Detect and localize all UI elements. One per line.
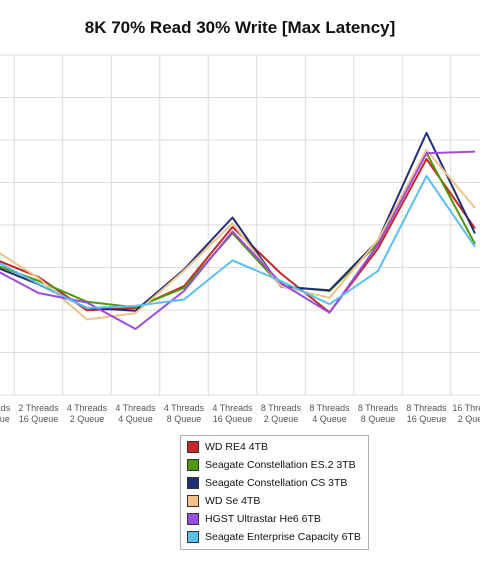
legend-swatch xyxy=(187,459,199,471)
x-tick-label: 4 Threads 16 Queue xyxy=(212,403,253,424)
legend-item: Seagate Enterprise Capacity 6TB xyxy=(181,528,368,546)
x-tick-label: 2 Threads 16 Queue xyxy=(18,403,59,424)
legend-label: HGST Ultrastar He6 6TB xyxy=(205,513,321,525)
legend-label: Seagate Enterprise Capacity 6TB xyxy=(205,531,361,543)
chart-grid xyxy=(0,54,480,396)
legend-item: WD RE4 4TB xyxy=(181,438,368,456)
x-tick-label: 8 Threads 2 Queue xyxy=(261,403,302,424)
x-tick-label: 8 Threads 4 Queue xyxy=(309,403,350,424)
series-line-4 xyxy=(0,150,476,330)
legend-swatch xyxy=(187,441,199,453)
legend-item: Seagate Constellation ES.2 3TB xyxy=(181,456,368,474)
legend-item: WD Se 4TB xyxy=(181,492,368,510)
series-line-3 xyxy=(0,148,476,321)
chart-legend: WD RE4 4TB Seagate Constellation ES.2 3TB… xyxy=(180,435,369,550)
x-tick-label: 8 Threads 8 Queue xyxy=(358,403,399,424)
legend-item: Seagate Constellation CS 3TB xyxy=(181,474,368,492)
series-lines xyxy=(0,131,476,330)
legend-label: Seagate Constellation ES.2 3TB xyxy=(205,459,356,471)
legend-swatch xyxy=(187,477,199,489)
legend-label: WD Se 4TB xyxy=(205,495,261,507)
x-tick-label: 4 Threads 4 Queue xyxy=(115,403,156,424)
legend-swatch xyxy=(187,495,199,507)
chart-title: 8K 70% Read 30% Write [Max Latency] xyxy=(84,18,396,37)
legend-item: HGST Ultrastar He6 6TB xyxy=(181,510,368,528)
x-tick-label: 4 Threads 8 Queue xyxy=(164,403,205,424)
legend-label: Seagate Constellation CS 3TB xyxy=(205,477,348,489)
series-line-5 xyxy=(0,175,476,309)
legend-label: WD RE4 4TB xyxy=(205,441,269,453)
legend-swatch xyxy=(187,531,199,543)
x-tick-label: 4 Threads 2 Queue xyxy=(67,403,108,424)
x-tick-label: 8 Threads 16 Queue xyxy=(406,403,447,424)
legend-swatch xyxy=(187,513,199,525)
